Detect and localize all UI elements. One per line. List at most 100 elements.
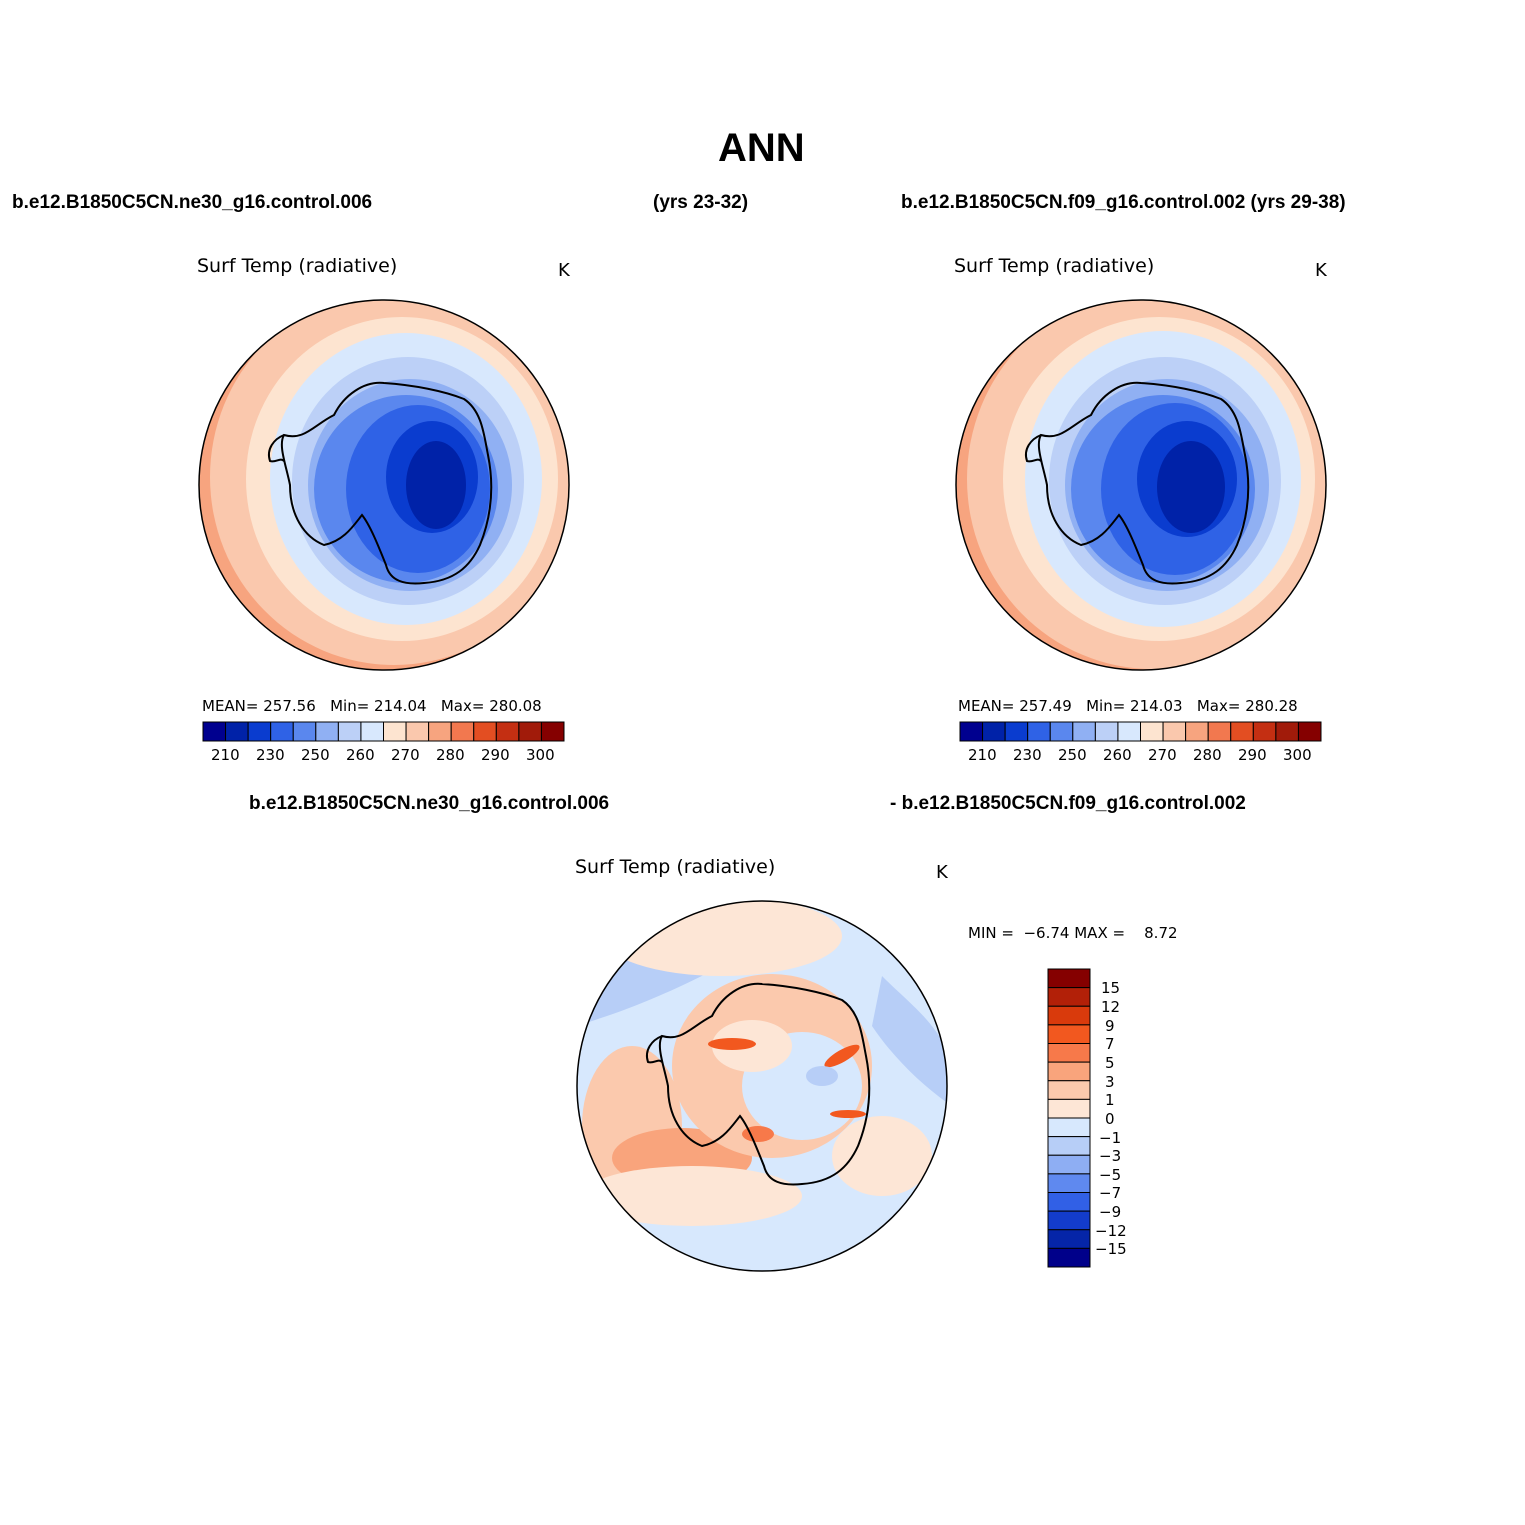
colorbar-tick: −7 bbox=[1099, 1184, 1122, 1202]
colorbar-swatch bbox=[1047, 1117, 1091, 1138]
panel-1-mean-value: 257.56 bbox=[263, 697, 316, 715]
diff-polar-map bbox=[576, 900, 948, 1272]
colorbar-tick: 12 bbox=[1101, 998, 1121, 1016]
panel-2-units: K bbox=[1315, 260, 1327, 281]
panel-2-peninsula-coast bbox=[1025, 434, 1042, 463]
colorbar-tick: 250 bbox=[1058, 746, 1087, 764]
colorbar-tick: −12 bbox=[1095, 1222, 1127, 1240]
colorbar-swatch bbox=[225, 721, 249, 742]
panel-2-colorbar bbox=[959, 721, 1322, 742]
colorbar-swatch bbox=[1047, 1247, 1091, 1268]
colorbar-swatch bbox=[1297, 721, 1322, 742]
colorbar-swatch bbox=[1185, 721, 1209, 742]
colorbar-swatch bbox=[1047, 1192, 1091, 1212]
colorbar-swatch bbox=[1047, 1210, 1091, 1231]
diff-max-value: 8.72 bbox=[1144, 924, 1178, 942]
colorbar-tick: 260 bbox=[346, 746, 375, 764]
case-header-years: (yrs 23-32) bbox=[653, 192, 749, 213]
panel-2-min-value: 214.03 bbox=[1130, 697, 1183, 715]
panel-1-stats: MEAN= 257.56 Min= 214.04 Max= 280.08 bbox=[202, 697, 542, 715]
panel-2-mean-value: 257.49 bbox=[1019, 697, 1072, 715]
colorbar-swatch bbox=[1047, 1154, 1091, 1175]
colorbar-swatch bbox=[1047, 1061, 1091, 1082]
diff-colorbar-ticks: 15 12 9 7 5 3 1 0 −1 −3 −5 −7 −9 −12 −15 bbox=[1095, 969, 1155, 1267]
colorbar-tick: 210 bbox=[968, 746, 997, 764]
colorbar-swatch bbox=[1047, 1136, 1091, 1156]
panel-1-colorbar-ticks: 210 230 250 260 270 280 290 300 bbox=[203, 746, 564, 766]
colorbar-swatch bbox=[1047, 1173, 1091, 1193]
colorbar-swatch bbox=[1027, 721, 1051, 742]
colorbar-tick: −9 bbox=[1099, 1203, 1122, 1221]
colorbar-tick: 270 bbox=[1148, 746, 1177, 764]
colorbar-swatch bbox=[1252, 721, 1277, 742]
panel-1-max-value: 280.08 bbox=[489, 697, 542, 715]
colorbar-tick: 15 bbox=[1101, 979, 1121, 997]
colorbar-tick: 270 bbox=[391, 746, 420, 764]
colorbar-swatch bbox=[982, 721, 1006, 742]
colorbar-swatch bbox=[270, 721, 294, 742]
colorbar-swatch bbox=[1047, 1043, 1091, 1063]
colorbar-tick: 280 bbox=[1193, 746, 1222, 764]
colorbar-swatch bbox=[1047, 1024, 1091, 1044]
colorbar-tick: 230 bbox=[256, 746, 285, 764]
diff-min-value: −6.74 bbox=[1023, 924, 1070, 942]
case-header-right: b.e12.B1850C5CN.f09_g16.control.002 (yrs… bbox=[901, 192, 1346, 213]
colorbar-swatch bbox=[1047, 1080, 1091, 1100]
panel-1-variable-name: Surf Temp (radiative) bbox=[197, 255, 398, 277]
colorbar-swatch bbox=[360, 721, 384, 742]
panel-2-variable-name: Surf Temp (radiative) bbox=[954, 255, 1155, 277]
colorbar-swatch bbox=[1162, 721, 1187, 742]
colorbar-tick: −15 bbox=[1095, 1240, 1127, 1258]
colorbar-tick: −5 bbox=[1099, 1166, 1122, 1184]
diff-colorbar bbox=[1047, 968, 1091, 1268]
diff-units: K bbox=[936, 862, 948, 883]
colorbar-tick: 300 bbox=[1283, 746, 1312, 764]
panel-1-antarctica-coastline bbox=[280, 381, 493, 585]
colorbar-tick: 7 bbox=[1105, 1035, 1115, 1053]
case-header-left: b.e12.B1850C5CN.ne30_g16.control.006 bbox=[12, 192, 373, 213]
colorbar-swatch bbox=[1004, 721, 1029, 742]
colorbar-swatch bbox=[1049, 721, 1074, 742]
panel-2-max-value: 280.28 bbox=[1245, 697, 1298, 715]
panel-1-polar-map bbox=[198, 299, 570, 671]
colorbar-swatch bbox=[1230, 721, 1254, 742]
panel-1-colorbar bbox=[202, 721, 565, 742]
colorbar-tick: 300 bbox=[526, 746, 555, 764]
panel-1-min-value: 214.04 bbox=[374, 697, 427, 715]
colorbar-swatch bbox=[1140, 721, 1164, 742]
colorbar-tick: 290 bbox=[1238, 746, 1267, 764]
panel-1-peninsula-coast bbox=[268, 434, 285, 463]
colorbar-tick: −3 bbox=[1099, 1147, 1122, 1165]
panel-2-colorbar-ticks: 210 230 250 260 270 280 290 300 bbox=[960, 746, 1321, 766]
panel-2-antarctica-coastline bbox=[1037, 381, 1250, 585]
colorbar-tick: 9 bbox=[1105, 1017, 1115, 1035]
panel-1-units: K bbox=[558, 260, 570, 281]
colorbar-swatch bbox=[540, 721, 565, 742]
panel-2-stats: MEAN= 257.49 Min= 214.03 Max= 280.28 bbox=[958, 697, 1298, 715]
colorbar-swatch bbox=[1047, 1005, 1091, 1026]
colorbar-tick: 5 bbox=[1105, 1054, 1115, 1072]
colorbar-swatch bbox=[428, 721, 452, 742]
colorbar-swatch bbox=[1117, 721, 1141, 742]
colorbar-swatch bbox=[383, 721, 407, 742]
main-title: ANN bbox=[718, 126, 805, 170]
colorbar-tick: 250 bbox=[301, 746, 330, 764]
colorbar-swatch bbox=[315, 721, 339, 742]
colorbar-swatch bbox=[450, 721, 475, 742]
colorbar-swatch bbox=[959, 721, 984, 742]
colorbar-tick: 260 bbox=[1103, 746, 1132, 764]
colorbar-tick: 280 bbox=[436, 746, 465, 764]
colorbar-swatch bbox=[1275, 721, 1299, 742]
colorbar-swatch bbox=[1207, 721, 1232, 742]
colorbar-swatch bbox=[1094, 721, 1119, 742]
colorbar-swatch bbox=[405, 721, 430, 742]
colorbar-tick: −1 bbox=[1099, 1129, 1122, 1147]
diff-min-max: MIN = −6.74 MAX = 8.72 bbox=[968, 924, 1178, 942]
colorbar-tick: 1 bbox=[1105, 1091, 1115, 1109]
colorbar-swatch bbox=[1047, 987, 1091, 1007]
colorbar-swatch bbox=[1047, 1098, 1091, 1119]
colorbar-swatch bbox=[337, 721, 362, 742]
colorbar-tick: 210 bbox=[211, 746, 240, 764]
colorbar-swatch bbox=[495, 721, 520, 742]
diff-peninsula-coast bbox=[646, 1035, 663, 1064]
